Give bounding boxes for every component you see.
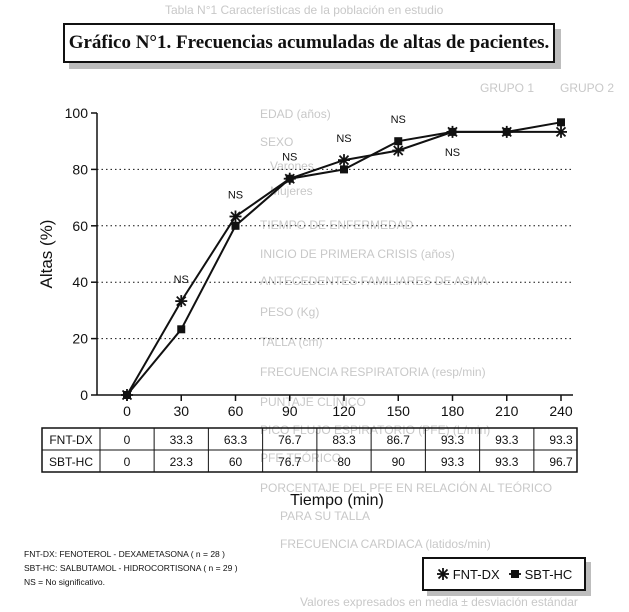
legend-label-sbt-hc: SBT-HC <box>524 566 573 582</box>
ns-annotation: NS <box>336 133 351 145</box>
bg-text: TALLA (cm) <box>260 335 322 349</box>
data-point-fnt-dx <box>338 154 350 167</box>
table-cell: 76.7 <box>278 433 302 447</box>
table-cell: 96.7 <box>549 455 573 469</box>
y-tick-labels: 0 20 40 60 80 100 <box>65 105 89 403</box>
data-point-fnt-dx <box>175 295 188 308</box>
table-cell: 93.3 <box>495 433 519 447</box>
annotations: NS NS NS NS NS NS <box>174 114 461 286</box>
x-tick-label: 210 <box>495 403 519 419</box>
legend-item-fnt-dx: FNT-DX <box>436 567 500 582</box>
legend-item-sbt-hc: SBT-HC <box>508 566 573 582</box>
data-point-sbt-hc <box>123 391 131 399</box>
table-cell: 93.3 <box>549 433 573 447</box>
bg-text: FRECUENCIA CARDIACA (latidos/min) <box>280 537 491 551</box>
table-cell: 23.3 <box>170 455 194 469</box>
x-tick-label: 150 <box>387 403 411 419</box>
x-tick-label: 240 <box>549 403 573 419</box>
bg-text: EDAD (años) <box>260 107 331 121</box>
data-point-sbt-hc <box>557 118 565 127</box>
table-cell: 33.3 <box>170 433 194 447</box>
chart-title: Gráfico N°1. Frecuencias acumuladas de a… <box>68 32 550 53</box>
ns-annotation: NS <box>174 274 189 286</box>
legend-label-fnt-dx: FNT-DX <box>452 566 500 582</box>
chart-title-box: Gráfico N°1. Frecuencias acumuladas de a… <box>63 23 555 63</box>
bg-text: INICIO DE PRIMERA CRISIS (años) <box>260 247 455 261</box>
data-point-sbt-hc <box>394 137 403 146</box>
bg-text: PESO (Kg) <box>260 305 319 319</box>
grid-lines <box>97 168 573 340</box>
x-axis-label: Tiempo (min) <box>290 492 384 509</box>
bg-text: GRUPO 2 <box>560 81 614 95</box>
table-cell: 93.3 <box>441 455 465 469</box>
bg-text: PORCENTAJE DEL PFE EN RELACIÓN AL TEÓRIC… <box>260 480 552 495</box>
bg-text: PICO FLUJO ESPIRATORIO (PFE) (L/min) <box>260 423 490 437</box>
data-point-fnt-dx <box>229 210 242 223</box>
table-row-label: FNT-DX <box>49 433 92 447</box>
ns-annotation: NS <box>391 114 406 126</box>
data-point-fnt-dx <box>555 125 567 138</box>
ns-annotation: NS <box>228 189 243 201</box>
y-tick-label: 80 <box>72 161 88 177</box>
data-table: FNT-DX 0 33.3 63.3 76.7 83.3 86.7 93.3 93.3 93.3 S… <box>41 427 578 473</box>
table-cell: 0 <box>124 433 131 447</box>
table-cell: 80 <box>337 455 351 469</box>
data-point-sbt-hc <box>340 165 348 174</box>
footnote-ns: NS = No significativo. <box>24 577 106 587</box>
data-point-sbt-hc <box>502 127 511 136</box>
asterisk-marker-icon <box>436 568 449 580</box>
table-cell: 83.3 <box>332 433 356 447</box>
legend: FNT-DX SBT-HC <box>422 557 586 591</box>
bg-text: ANTECEDENTES FAMILIARES DE ASMA <box>260 274 488 288</box>
footnotes: FNT-DX: FENOTEROL - DEXAMETASONA ( n = 2… <box>24 547 238 589</box>
x-tick-label: 60 <box>228 403 244 419</box>
ns-annotation: NS <box>445 147 460 159</box>
y-tick-label: 40 <box>72 274 88 290</box>
table-cell: 86.7 <box>387 433 411 447</box>
footnote-fnt-dx: FNT-DX: FENOTEROL - DEXAMETASONA ( n = 2… <box>24 549 225 559</box>
x-tick-label: 30 <box>173 403 189 419</box>
y-tick-label: 0 <box>80 387 88 403</box>
table-cell: 76.7 <box>278 455 302 469</box>
table-cell: 93.3 <box>495 455 519 469</box>
data-point-sbt-hc <box>177 325 186 334</box>
table-cell: 60 <box>229 455 243 469</box>
data-point-sbt-hc <box>231 221 240 230</box>
table-cell: 90 <box>392 455 406 469</box>
x-tick-label: 90 <box>282 403 298 419</box>
data-point-sbt-hc <box>448 127 457 136</box>
data-point-fnt-dx <box>392 144 405 157</box>
table-row-label: SBT-HC <box>49 455 93 469</box>
y-axis-label: Altas (%) <box>37 220 56 289</box>
bg-text: TIEMPO DE ENFERMEDAD <box>260 218 414 232</box>
footnote-sbt-hc: SBT-HC: SALBUTAMOL - HIDROCORTISONA ( n … <box>24 563 238 573</box>
bg-text: SEXO <box>260 135 293 149</box>
square-marker-icon <box>508 570 521 578</box>
x-tick-label: 0 <box>123 403 131 419</box>
axes <box>91 112 573 401</box>
x-tick-labels: 0 30 60 90 120 150 180 210 240 <box>123 403 573 419</box>
bg-text: GRUPO 1 <box>480 81 534 95</box>
x-tick-label: 120 <box>332 403 356 419</box>
bg-text: PUNTAJE CLÍNICO <box>260 394 366 409</box>
table-cell: 0 <box>124 455 131 469</box>
y-tick-label: 20 <box>72 331 88 347</box>
series-layer <box>121 118 567 401</box>
bg-text: FRECUENCIA RESPIRATORIA (resp/min) <box>260 365 486 379</box>
bg-text: Varones <box>270 159 314 173</box>
y-tick-label: 60 <box>72 218 88 234</box>
table-cell: 93.3 <box>441 433 465 447</box>
data-point-sbt-hc <box>285 174 294 183</box>
table-cell: 63.3 <box>224 433 248 447</box>
bg-text: PFE TEÓRICO <box>260 450 341 465</box>
bg-text: Tabla N°1 Características de la població… <box>165 3 444 17</box>
bg-text: PARA SU TALLA <box>280 509 370 523</box>
y-tick-label: 100 <box>65 105 89 121</box>
ns-annotation: NS <box>282 152 297 164</box>
bg-text: Valores expresados en media ± desviación… <box>300 595 578 609</box>
x-tick-label: 180 <box>441 403 465 419</box>
